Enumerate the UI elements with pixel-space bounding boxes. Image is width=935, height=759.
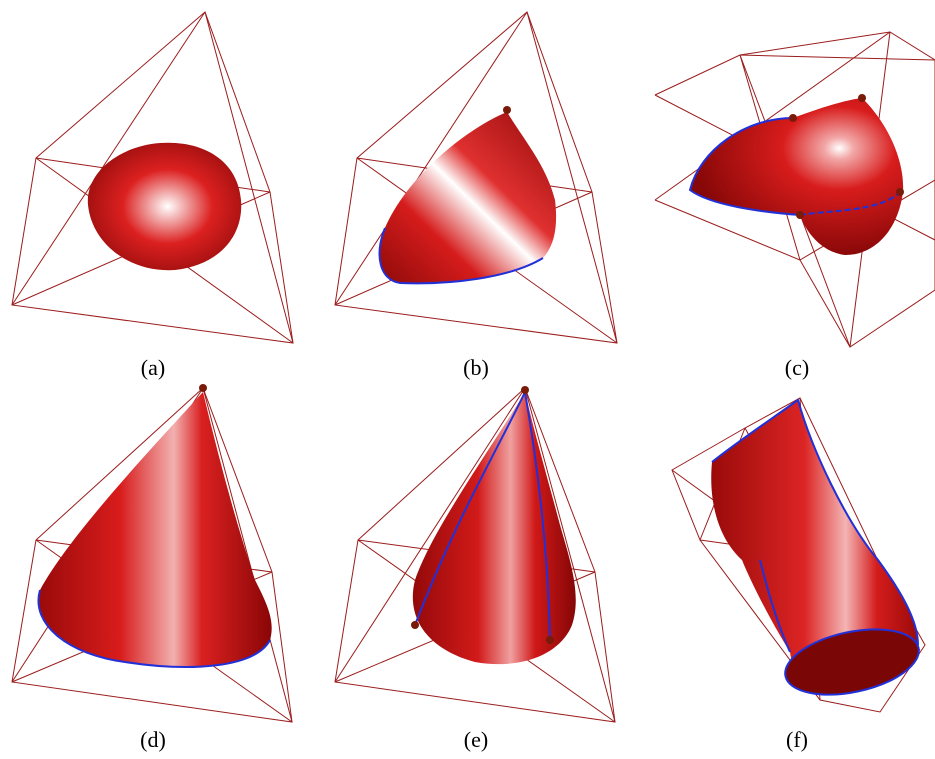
smooth-surface-a bbox=[87, 142, 242, 271]
boundary-curve-e1 bbox=[414, 391, 526, 626]
caption-e: (e) bbox=[463, 727, 489, 752]
open-end-f bbox=[785, 629, 919, 695]
panel-e bbox=[334, 386, 616, 723]
smooth-surface-c bbox=[690, 98, 904, 255]
caption-d: (d) bbox=[140, 727, 166, 752]
boundary-curve-b bbox=[378, 227, 544, 285]
caption-a: (a) bbox=[140, 355, 166, 380]
control-point-c4 bbox=[896, 188, 904, 196]
control-point-d1 bbox=[199, 384, 207, 392]
boundary-curve-f1 bbox=[711, 398, 919, 646]
panel-a bbox=[11, 11, 294, 344]
control-point-e1 bbox=[521, 386, 529, 394]
smooth-surface-b bbox=[379, 112, 557, 284]
control-point-c1 bbox=[789, 114, 797, 122]
panel-d bbox=[11, 384, 293, 723]
control-point-e2 bbox=[411, 621, 419, 629]
boundary-curve-d bbox=[37, 589, 271, 668]
boundary-curve-c2 bbox=[799, 191, 901, 216]
control-point-e3 bbox=[546, 636, 554, 644]
panel-c bbox=[654, 31, 935, 348]
smooth-surface-f bbox=[711, 400, 918, 692]
boundary-curve-f2 bbox=[759, 559, 791, 653]
caption-b: (b) bbox=[463, 355, 489, 380]
smooth-surface-e bbox=[412, 392, 576, 665]
smooth-surface-d bbox=[38, 392, 272, 667]
control-point-c3 bbox=[796, 211, 804, 219]
control-point-b1 bbox=[503, 106, 511, 114]
boundary-curve-c1 bbox=[688, 117, 801, 216]
panel-b bbox=[334, 11, 618, 344]
caption-c: (c) bbox=[784, 355, 810, 380]
boundary-curve-f3 bbox=[784, 628, 920, 696]
boundary-curve-e2 bbox=[524, 391, 551, 641]
panel-f bbox=[671, 397, 926, 713]
caption-f: (f) bbox=[786, 727, 808, 752]
control-point-c2 bbox=[858, 94, 866, 102]
